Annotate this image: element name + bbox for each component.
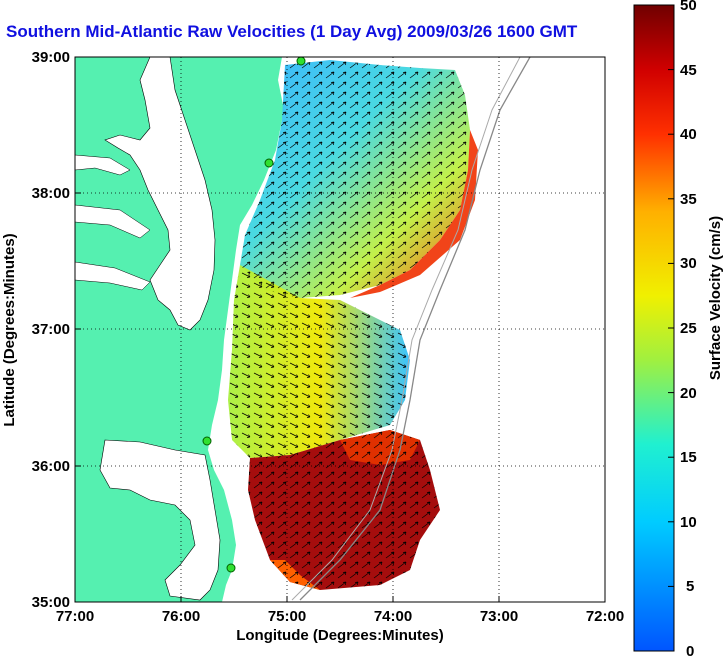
x-tick-label: 72:00: [586, 608, 624, 625]
map-title: Southern Mid-Atlantic Raw Velocities (1 …: [6, 22, 578, 41]
chesapeake-bay: [104, 57, 216, 331]
colorbar-tick-label: 25: [680, 320, 697, 337]
colorbar-tick-label: 15: [680, 449, 697, 466]
y-axis: 39:00 38:00 37:00 36:00 35:00 Latitude (…: [1, 49, 81, 611]
colorbar-gradient: [633, 4, 675, 652]
colorbar-tick-label: 5: [686, 578, 694, 595]
y-tick-label: 39:00: [32, 49, 70, 66]
grid-lines: [75, 57, 605, 602]
x-axis-label: Longitude (Degrees:Minutes): [236, 627, 444, 644]
y-tick-label: 35:00: [32, 594, 70, 611]
colorbar-tick-label: 10: [680, 514, 697, 531]
y-tick-label: 36:00: [32, 458, 70, 475]
station-marker: [296, 57, 306, 66]
colorbar-tick-label: 40: [680, 126, 697, 143]
x-tick-label: 77:00: [56, 608, 94, 625]
station-marker: [264, 158, 274, 168]
station-marker: [202, 436, 212, 446]
velocity-arrows-south: [248, 430, 440, 590]
colorbar-tick-label: 50: [680, 0, 697, 14]
y-tick-label: 38:00: [32, 185, 70, 202]
colorbar-label: Surface Velocity (cm/s): [707, 216, 724, 380]
velocity-arrows-central: [228, 265, 410, 458]
x-tick-label: 76:00: [162, 608, 200, 625]
station-marker: [226, 563, 236, 573]
x-tick-label: 74:00: [374, 608, 412, 625]
colorbar-tick-label: 20: [680, 385, 697, 402]
colorbar-tick-label: 35: [680, 191, 697, 208]
colorbar-tick-label: 0: [686, 643, 694, 659]
y-tick-label: 37:00: [32, 321, 70, 338]
colorbar-tick-label: 30: [680, 255, 697, 272]
x-axis: 77:00 76:00 75:00 74:00 73:00 72:00 Long…: [56, 596, 624, 644]
x-tick-label: 75:00: [268, 608, 306, 625]
colorbar: 50 45 40 35 30 25 20 15 10 5 0 Surface V…: [633, 0, 724, 659]
y-axis-label: Latitude (Degrees:Minutes): [1, 233, 18, 426]
x-tick-label: 73:00: [480, 608, 518, 625]
bathymetry-contour: [299, 57, 531, 601]
velocity-arrows-north: [240, 60, 470, 298]
pamlico-sound: [99, 439, 221, 601]
colorbar-tick-label: 45: [680, 62, 697, 79]
